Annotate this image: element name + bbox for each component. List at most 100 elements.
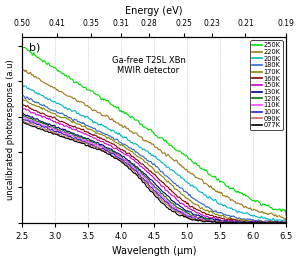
Line: 180K: 180K bbox=[22, 95, 286, 223]
160K bbox=[121, 149, 125, 152]
110K bbox=[50, 127, 54, 130]
170K bbox=[66, 118, 69, 121]
180K bbox=[121, 143, 125, 146]
160K bbox=[279, 221, 283, 224]
160K bbox=[284, 221, 288, 224]
160K bbox=[255, 221, 259, 225]
160K bbox=[50, 116, 54, 119]
Line: 160K: 160K bbox=[22, 105, 286, 223]
Line: 170K: 170K bbox=[22, 99, 286, 223]
Line: 220K: 220K bbox=[22, 70, 286, 220]
130K bbox=[121, 155, 125, 158]
250K bbox=[20, 45, 24, 48]
100K bbox=[20, 117, 24, 120]
120K bbox=[284, 221, 288, 224]
250K bbox=[121, 110, 125, 113]
Line: 120K: 120K bbox=[22, 114, 286, 223]
250K bbox=[250, 199, 254, 202]
150K bbox=[121, 151, 125, 154]
150K bbox=[133, 159, 136, 162]
Line: 150K: 150K bbox=[22, 108, 286, 223]
180K bbox=[20, 157, 23, 161]
090K bbox=[284, 221, 288, 225]
077K bbox=[284, 221, 288, 225]
Line: 250K: 250K bbox=[22, 46, 286, 215]
150K bbox=[279, 221, 283, 224]
110K bbox=[20, 115, 24, 118]
250K bbox=[50, 65, 54, 68]
110K bbox=[279, 221, 283, 225]
160K bbox=[133, 156, 136, 160]
Line: 200K: 200K bbox=[22, 84, 286, 222]
250K bbox=[133, 118, 136, 121]
Line: 130K: 130K bbox=[22, 113, 286, 223]
150K bbox=[20, 164, 23, 167]
Text: Ga-free T2SL XBn
MWIR detector: Ga-free T2SL XBn MWIR detector bbox=[112, 56, 185, 75]
130K bbox=[66, 130, 69, 133]
220K bbox=[133, 131, 136, 134]
090K bbox=[133, 170, 136, 173]
220K bbox=[66, 94, 69, 97]
077K bbox=[66, 137, 69, 140]
180K bbox=[279, 221, 283, 224]
077K bbox=[229, 221, 233, 225]
X-axis label: Wavelength (μm): Wavelength (μm) bbox=[112, 247, 196, 256]
100K bbox=[251, 221, 254, 224]
200K bbox=[66, 108, 69, 111]
090K bbox=[21, 119, 24, 122]
220K bbox=[21, 68, 25, 71]
120K bbox=[20, 113, 24, 116]
077K bbox=[279, 221, 283, 224]
130K bbox=[279, 221, 283, 224]
Line: 110K: 110K bbox=[22, 117, 286, 223]
X-axis label: Energy (eV): Energy (eV) bbox=[125, 6, 182, 15]
120K bbox=[121, 157, 125, 161]
110K bbox=[121, 158, 125, 161]
170K bbox=[20, 159, 23, 162]
110K bbox=[133, 166, 136, 170]
110K bbox=[66, 133, 69, 136]
160K bbox=[66, 123, 69, 126]
120K bbox=[66, 131, 69, 134]
077K bbox=[20, 119, 24, 123]
110K bbox=[284, 221, 288, 224]
170K bbox=[275, 221, 279, 225]
077K bbox=[251, 221, 254, 224]
200K bbox=[20, 152, 23, 155]
Text: b): b) bbox=[29, 43, 41, 53]
200K bbox=[250, 214, 254, 217]
150K bbox=[20, 107, 24, 110]
Y-axis label: uncalibrated photoresponse (a.u): uncalibrated photoresponse (a.u) bbox=[6, 60, 15, 200]
120K bbox=[250, 221, 254, 224]
170K bbox=[250, 219, 254, 222]
120K bbox=[259, 221, 262, 225]
170K bbox=[133, 152, 136, 155]
110K bbox=[238, 221, 241, 225]
200K bbox=[279, 219, 283, 222]
130K bbox=[133, 163, 136, 167]
110K bbox=[20, 168, 23, 171]
090K bbox=[279, 221, 283, 225]
150K bbox=[66, 125, 69, 128]
100K bbox=[50, 128, 54, 131]
090K bbox=[66, 135, 69, 138]
120K bbox=[20, 167, 23, 170]
100K bbox=[133, 168, 136, 172]
220K bbox=[284, 219, 288, 222]
130K bbox=[261, 221, 264, 225]
090K bbox=[121, 160, 125, 163]
220K bbox=[50, 85, 54, 88]
150K bbox=[284, 221, 288, 225]
200K bbox=[50, 100, 54, 103]
200K bbox=[20, 83, 24, 86]
090K bbox=[229, 221, 232, 225]
100K bbox=[121, 159, 125, 162]
077K bbox=[121, 162, 125, 165]
130K bbox=[250, 221, 254, 224]
220K bbox=[121, 126, 125, 129]
170K bbox=[20, 97, 24, 100]
Line: 090K: 090K bbox=[22, 120, 286, 223]
100K bbox=[226, 221, 229, 225]
130K bbox=[20, 166, 23, 170]
160K bbox=[20, 162, 23, 165]
